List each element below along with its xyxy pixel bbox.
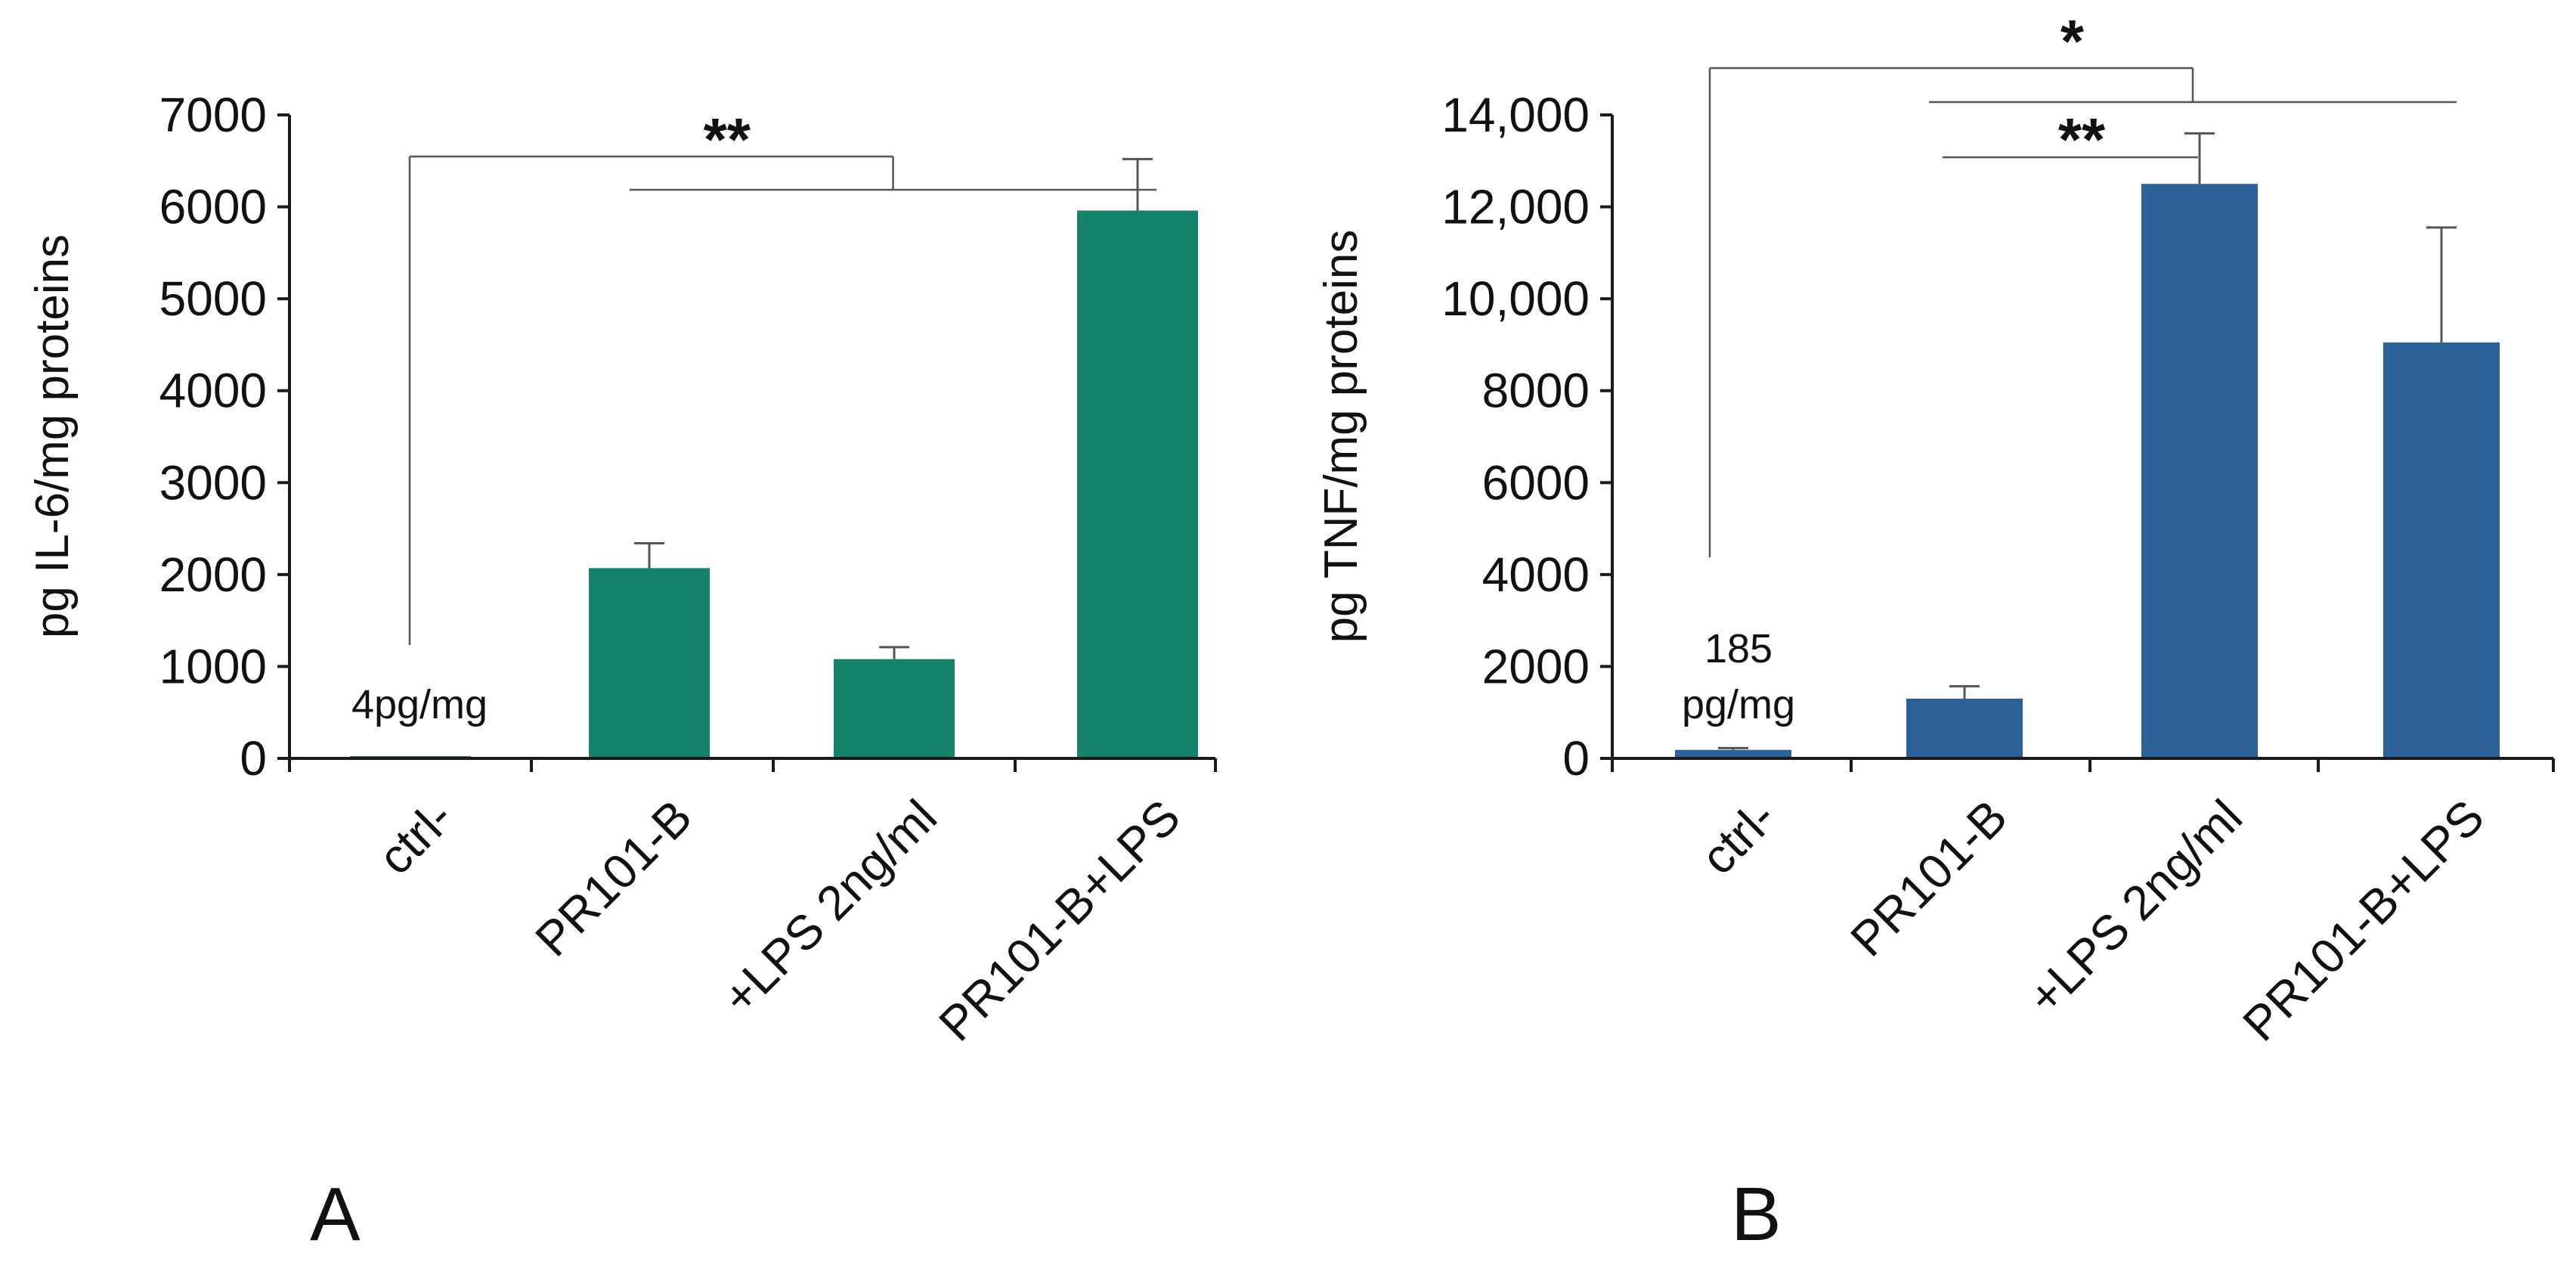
bar-pr101-b-lps [1077,210,1198,758]
x-tick-label: PR101-B+LPS [2232,789,2494,1052]
error-bar [2184,132,2215,184]
x-tick-label: +LPS 2ng/ml [712,789,947,1025]
y-tick-label: 1000 [159,639,267,693]
bar-pr101-b [589,568,710,758]
y-tick-label: 0 [240,731,267,786]
bar-lps-2ng-ml [2141,184,2258,758]
y-tick-label: 0 [1562,731,1590,786]
x-tick-label: ctrl- [368,789,463,885]
x-tick-label: ctrl- [1691,789,1786,885]
bar-pr101-b-lps [2383,342,2500,758]
significance-label: ** [704,106,751,173]
x-tick-label: PR101-B [525,789,702,967]
y-tick-label: 7000 [159,88,267,142]
chart-panel-a: 0 1000 2000 3000 4000 5000 6000 7000 ctrl- PR101-… [26,88,1217,1257]
x-tick-label: +LPS 2ng/ml [2017,789,2252,1025]
x-tick-label: PR101-B [1840,789,2017,967]
y-axis-title: pg IL-6/mg proteins [26,234,79,638]
significance-label: ** [2058,106,2106,173]
value-annotation: 4pg/mg [351,682,488,727]
y-tick-label: 4000 [159,364,267,418]
error-bar [1949,685,1980,699]
value-annotation: 185 [1704,626,1773,671]
y-tick-label: 3000 [159,455,267,510]
y-tick-label: 14,000 [1441,88,1590,142]
y-tick-label: 6000 [159,180,267,234]
error-bar [2426,226,2457,343]
chart-panel-b: 0 2000 4000 6000 8000 10,000 12,000 14,000 ctrl-… [1315,8,2555,1257]
y-tick-label: 4000 [1482,547,1590,602]
error-bar [1718,746,1748,750]
y-tick-label: 12,000 [1441,180,1590,234]
y-tick-label: 10,000 [1441,271,1590,326]
error-bar [879,646,909,659]
y-tick-label: 8000 [1482,364,1590,418]
x-tick-label: PR101-B+LPS [928,789,1190,1052]
bar-lps-2ng-ml [834,659,955,758]
value-annotation: pg/mg [1682,682,1795,727]
panel-letter: A [310,1172,361,1257]
y-tick-label: 6000 [1482,455,1590,510]
y-tick-label: 2000 [159,547,267,602]
significance-label: * [2060,8,2085,75]
error-bar [634,542,664,569]
significance-bracket: ** [408,106,1156,645]
significance-bracket: * [1708,8,2457,557]
y-axis-title: pg TNF/mg proteins [1315,230,1367,643]
y-tick-label: 5000 [159,271,267,326]
panel-letter: B [1731,1172,1782,1257]
y-tick-label: 2000 [1482,639,1590,693]
bar-pr101-b [1906,698,2023,758]
error-bar [1122,157,1153,211]
bar-ctrl [1675,749,1791,758]
significance-bracket: ** [1943,106,2198,173]
